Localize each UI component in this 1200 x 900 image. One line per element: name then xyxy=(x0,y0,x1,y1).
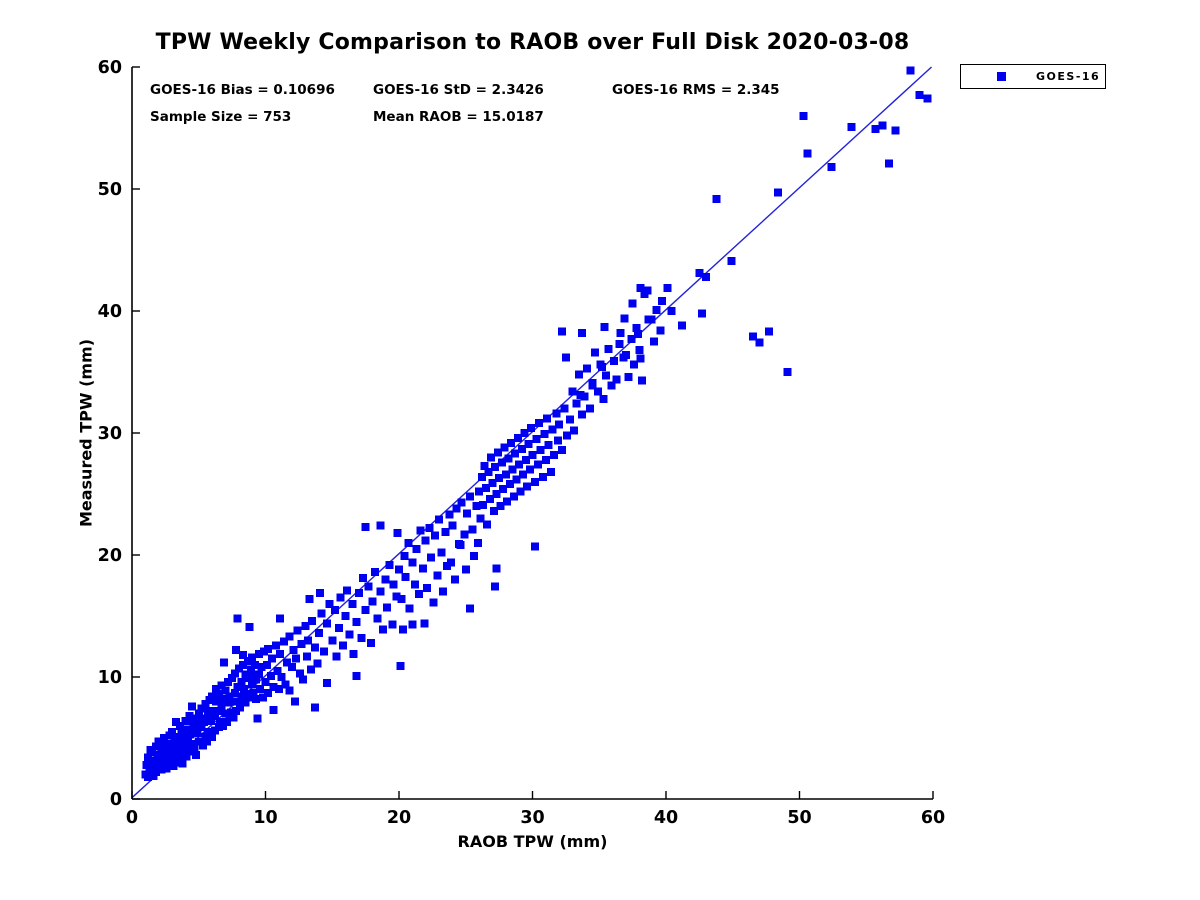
svg-text:20: 20 xyxy=(387,808,411,828)
scatter-points xyxy=(141,66,932,782)
stat-std: GOES-16 StD = 2.3426 xyxy=(373,82,544,98)
stat-sample-size: Sample Size = 753 xyxy=(150,109,292,125)
x-tick-labels: 0 10 20 30 40 50 60 xyxy=(126,808,945,828)
svg-text:0: 0 xyxy=(110,790,122,810)
chart-title: TPW Weekly Comparison to RAOB over Full … xyxy=(155,30,910,55)
stat-mean-raob: Mean RAOB = 15.0187 xyxy=(373,109,544,125)
svg-text:30: 30 xyxy=(98,424,122,444)
fit-line xyxy=(131,66,933,799)
x-axis-label: RAOB TPW (mm) xyxy=(457,832,608,851)
svg-text:20: 20 xyxy=(98,546,122,566)
svg-text:10: 10 xyxy=(253,808,277,828)
legend-label: GOES-16 xyxy=(1036,70,1101,83)
stat-rms: GOES-16 RMS = 2.345 xyxy=(612,82,780,98)
svg-text:40: 40 xyxy=(654,808,678,828)
y-axis-label: Measured TPW (mm) xyxy=(76,338,96,528)
legend-marker-icon xyxy=(997,72,1006,81)
svg-text:40: 40 xyxy=(98,302,122,322)
stat-bias: GOES-16 Bias = 0.10696 xyxy=(150,82,335,98)
svg-text:0: 0 xyxy=(126,808,138,828)
svg-text:50: 50 xyxy=(787,808,811,828)
svg-text:60: 60 xyxy=(921,808,945,828)
axis-ticks xyxy=(131,66,934,800)
legend: GOES-16 xyxy=(960,64,1106,89)
svg-text:30: 30 xyxy=(520,808,544,828)
svg-text:60: 60 xyxy=(98,58,122,78)
svg-text:10: 10 xyxy=(98,668,122,688)
svg-text:50: 50 xyxy=(98,180,122,200)
y-tick-labels: 0 10 20 30 40 50 60 xyxy=(98,58,122,810)
